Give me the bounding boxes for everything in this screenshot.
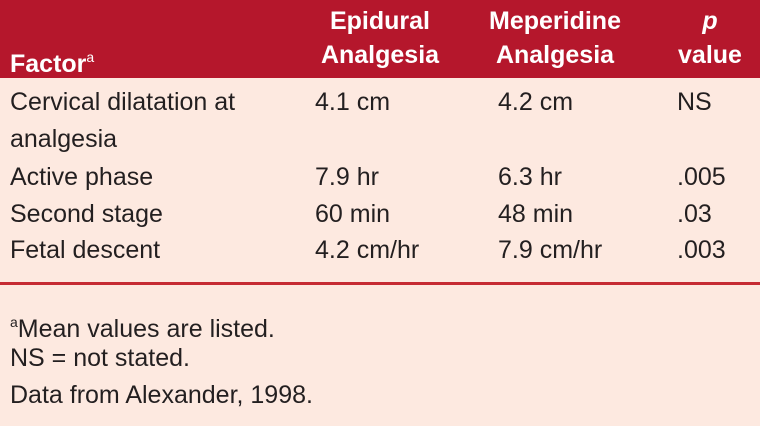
table-header: Factora Epidural Analgesia Meperidine An… bbox=[0, 0, 760, 78]
row-label: Second stage bbox=[10, 200, 163, 228]
row-label: Cervical dilatation at analgesia bbox=[10, 88, 236, 153]
table-cell: 4.1 cm bbox=[315, 88, 391, 116]
superscript: a bbox=[86, 49, 95, 65]
table-cell: .03 bbox=[677, 200, 712, 228]
header-line: Meperidine bbox=[489, 7, 621, 35]
table-cell: 6.3 hr bbox=[498, 163, 562, 191]
table-cell: 48 min bbox=[498, 200, 574, 228]
table-cell: NS bbox=[677, 88, 712, 116]
rule bbox=[0, 282, 760, 285]
table-cell: 7.9 cm/hr bbox=[498, 236, 603, 264]
footnote-text: Mean values are listed. bbox=[17, 315, 275, 343]
superscript: a bbox=[10, 314, 18, 330]
footnote: aMean values are listed. bbox=[10, 304, 275, 348]
header-line: value bbox=[678, 41, 742, 69]
table-cell: 7.9 hr bbox=[315, 163, 379, 191]
header-line: Analgesia bbox=[320, 41, 440, 69]
header-line: Analgesia bbox=[495, 41, 615, 69]
table-cell: .003 bbox=[677, 236, 726, 264]
header-line: p bbox=[702, 7, 718, 35]
header-cell: Factora bbox=[10, 40, 94, 81]
header-text: Factor bbox=[10, 50, 87, 78]
footnote: Data from Alexander, 1998. bbox=[10, 381, 313, 409]
table-cell: 4.2 cm bbox=[498, 88, 574, 116]
header-line: Epidural bbox=[329, 7, 430, 35]
footnote: NS = not stated. bbox=[10, 344, 190, 372]
table-cell: .005 bbox=[677, 163, 726, 191]
row-label: Fetal descent bbox=[10, 236, 161, 264]
table-cell: 4.2 cm/hr bbox=[315, 236, 420, 264]
row-label: Active phase bbox=[10, 163, 154, 191]
table-cell: 60 min bbox=[315, 200, 391, 228]
